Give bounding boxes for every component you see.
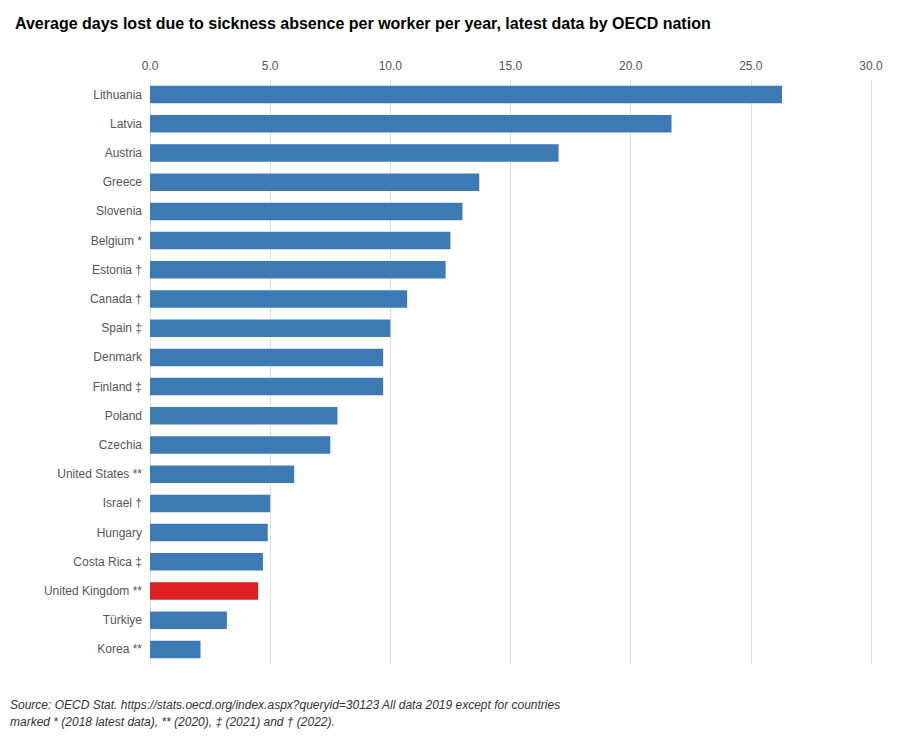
svg-text:20.0: 20.0: [619, 59, 643, 73]
svg-text:Israel †: Israel †: [103, 496, 142, 510]
svg-text:Costa Rica ‡: Costa Rica ‡: [73, 555, 142, 569]
svg-text:Canada †: Canada †: [90, 292, 142, 306]
svg-text:marked * (2018 latest data), *: marked * (2018 latest data), ** (2020), …: [10, 715, 335, 729]
svg-text:Finland ‡: Finland ‡: [93, 380, 142, 394]
svg-text:Türkiye: Türkiye: [103, 613, 143, 627]
svg-text:Hungary: Hungary: [97, 526, 142, 540]
svg-text:Denmark: Denmark: [93, 350, 143, 364]
svg-text:Average days lost due to sickn: Average days lost due to sickness absenc…: [15, 15, 711, 32]
svg-text:5.0: 5.0: [262, 59, 279, 73]
svg-text:Spain ‡: Spain ‡: [101, 321, 142, 335]
svg-text:Belgium *: Belgium *: [91, 234, 143, 248]
svg-text:Czechia: Czechia: [99, 438, 143, 452]
svg-text:Poland: Poland: [105, 409, 142, 423]
svg-text:United Kingdom **: United Kingdom **: [44, 584, 142, 598]
svg-text:Greece: Greece: [103, 175, 143, 189]
svg-text:10.0: 10.0: [379, 59, 403, 73]
svg-text:15.0: 15.0: [499, 59, 523, 73]
svg-text:25.0: 25.0: [739, 59, 763, 73]
svg-text:Austria: Austria: [105, 146, 143, 160]
svg-text:Lithuania: Lithuania: [93, 88, 142, 102]
svg-text:0.0: 0.0: [142, 59, 159, 73]
svg-text:Estonia †: Estonia †: [92, 263, 142, 277]
svg-text:United States **: United States **: [57, 467, 142, 481]
svg-text:Latvia: Latvia: [110, 117, 142, 131]
svg-text:30.0: 30.0: [859, 59, 883, 73]
svg-text:Korea **: Korea **: [97, 642, 142, 656]
svg-text:Slovenia: Slovenia: [96, 204, 142, 218]
svg-text:Source: OECD Stat. https://sta: Source: OECD Stat. https://stats.oecd.or…: [10, 698, 560, 712]
